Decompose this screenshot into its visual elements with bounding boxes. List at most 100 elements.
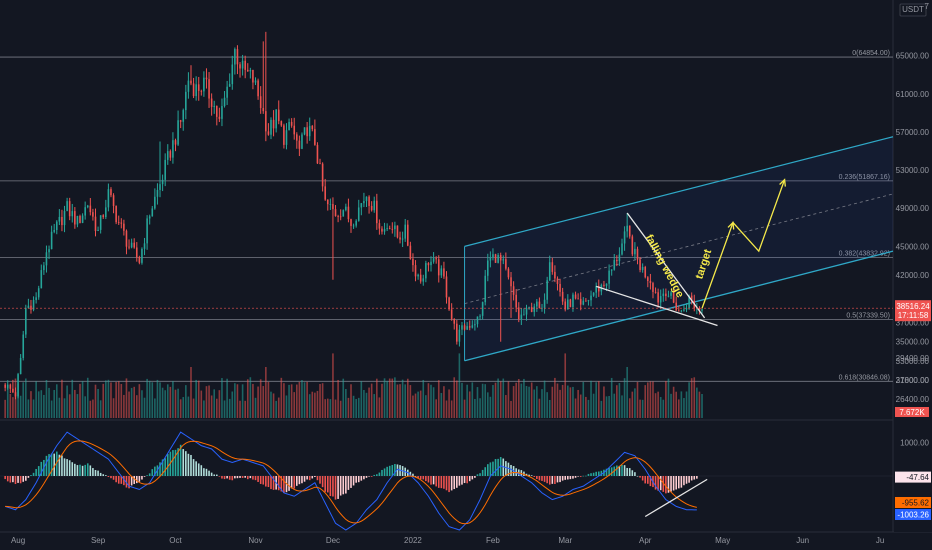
volume-bar (79, 383, 81, 418)
volume-bar (311, 391, 314, 418)
volume-bar (659, 397, 662, 418)
candle-body (492, 254, 494, 258)
volume-bar (254, 397, 257, 418)
volume-bar (683, 398, 685, 418)
volume-bar (283, 383, 285, 418)
volume-bar (350, 384, 352, 418)
grid (0, 0, 932, 533)
macd-histogram-bar (99, 472, 102, 476)
volume-bar (257, 386, 259, 418)
candle-body (499, 254, 502, 261)
candle-body (406, 224, 409, 246)
candle-body (342, 210, 345, 217)
macd-histogram-bar (357, 476, 360, 483)
macd-histogram-bar (19, 476, 22, 484)
macd-histogram-bar (223, 476, 226, 480)
macd-histogram-bar (265, 476, 267, 487)
volume-bar (603, 386, 605, 418)
candle-body (12, 388, 14, 393)
macd-histogram-bar (523, 471, 525, 476)
candle-body (677, 310, 680, 312)
macd-histogram-bar (670, 476, 672, 492)
candle-body (6, 384, 9, 388)
volume-bar (94, 384, 97, 418)
macd-histogram-bar (161, 459, 164, 476)
volume-bar (419, 390, 422, 418)
candle-body (373, 200, 376, 211)
macd-histogram-bar (185, 451, 187, 476)
currency-label: USDT (902, 5, 924, 14)
volume-bar (76, 394, 79, 418)
macd-histogram-bar (370, 476, 373, 477)
time-axis[interactable]: Aug Sep Oct Nov Dec 2022 Feb Mar Apr May Jun Ju (11, 536, 884, 545)
macd-histogram-bar (228, 476, 231, 480)
volume-bar (471, 382, 474, 418)
volume-bar (265, 367, 267, 418)
candle-body (618, 254, 621, 262)
candle-body (45, 252, 48, 266)
candle-body (396, 225, 399, 238)
volume-bar (210, 395, 213, 418)
candle-body (538, 301, 541, 309)
macd-histogram-bar (296, 476, 298, 486)
candle-body (84, 207, 86, 216)
volume-bar (120, 383, 123, 418)
macd-histogram-bar (432, 476, 435, 485)
candle-body (228, 84, 231, 87)
macd-histogram-bar (339, 476, 342, 496)
candle-body (399, 237, 401, 240)
volume-bar (213, 389, 216, 418)
volume-bar (156, 379, 159, 418)
candle-body (363, 201, 365, 204)
macd-histogram-bar (461, 476, 463, 485)
macd-histogram-bar (647, 476, 649, 484)
candle-body (530, 307, 533, 312)
macd-histogram-bar (471, 476, 474, 480)
price-axis[interactable]: USDT 7 65000.00 61000.00 57000.00 53000.00 490… (0, 0, 932, 532)
macd-histogram-bar (244, 476, 246, 478)
macd-histogram-bar (450, 476, 453, 491)
volume-bar (74, 389, 76, 418)
volume-bar (494, 382, 497, 418)
volume-tag (895, 407, 929, 417)
volume-bar (174, 389, 177, 418)
macd-histogram-bar (321, 476, 324, 488)
candle-body (683, 309, 685, 311)
macd-histogram-bar (92, 468, 94, 476)
volume-bar (190, 367, 192, 418)
candle-body (432, 258, 435, 262)
candle-body (347, 206, 350, 220)
candle-body (249, 69, 252, 72)
time-tick-label: Oct (169, 536, 182, 545)
volume-bar (543, 380, 546, 418)
candle-body (339, 216, 342, 218)
volume-bar (182, 397, 185, 418)
candle-body (125, 230, 128, 247)
candle-body (257, 80, 259, 97)
volume-bar (466, 384, 468, 418)
macd-line (5, 431, 697, 531)
candle-body (296, 134, 298, 141)
candle-body (489, 257, 492, 261)
fib-level-label: 0.5(37339.50) (846, 312, 890, 319)
fibonacci-levels[interactable]: 0(64854.00) 0.236(51867.16) 0.382(43832.92… (0, 50, 893, 382)
macd-histogram-bar (492, 461, 494, 476)
volume-bar (595, 382, 597, 418)
candle-body (639, 259, 641, 270)
macd-histogram-bar (548, 476, 551, 485)
candle-body (515, 294, 517, 308)
macd-histogram-bar (696, 476, 698, 479)
candle-body (275, 109, 277, 129)
macd-histogram-bar (205, 468, 208, 476)
candle-body (458, 329, 461, 342)
candle-body (105, 207, 107, 218)
macd-histogram-bar (55, 451, 58, 476)
candle-body (22, 334, 25, 359)
volume-bar (530, 382, 533, 418)
candle-body (419, 274, 422, 282)
ascending-channel[interactable] (464, 136, 894, 362)
volume-bar (507, 381, 510, 418)
volume-bar (463, 399, 466, 418)
macd-histogram-bar (218, 476, 221, 477)
